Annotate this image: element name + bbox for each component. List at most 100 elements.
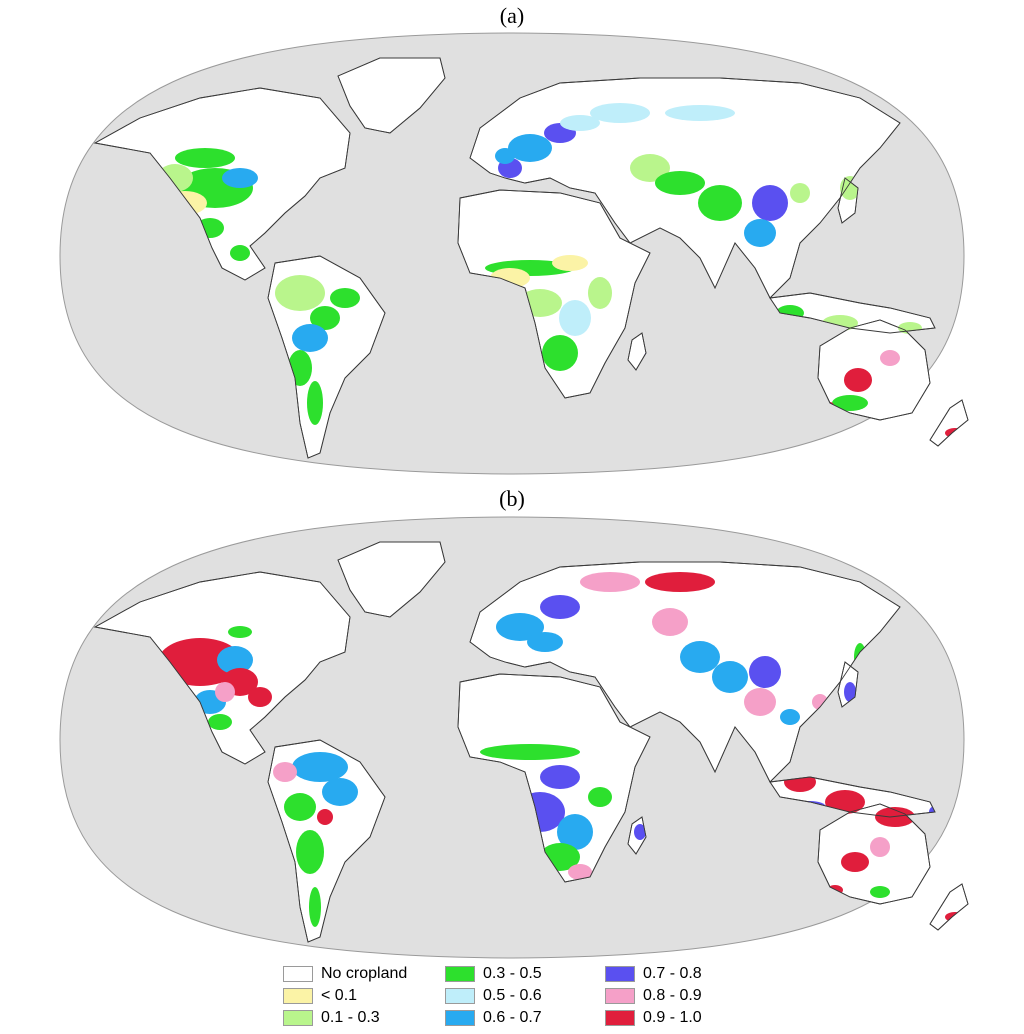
cropland-patch bbox=[309, 887, 321, 927]
panel-b-title: (b) bbox=[499, 486, 525, 511]
legend-label: 0.7 - 0.8 bbox=[643, 965, 702, 982]
cropland-patch bbox=[744, 219, 776, 247]
cropland-patch bbox=[228, 626, 252, 638]
coastline-australia bbox=[817, 319, 931, 421]
cropland-patch bbox=[527, 632, 563, 652]
cropland-patch bbox=[568, 864, 592, 880]
world-map-panel-b bbox=[59, 516, 969, 959]
legend-label: < 0.1 bbox=[321, 987, 358, 1004]
cropland-patch bbox=[634, 824, 646, 840]
cropland-patch bbox=[744, 688, 776, 716]
legend-label: 0.5 - 0.6 bbox=[483, 987, 542, 1004]
legend-item-no-cropland: No cropland bbox=[283, 964, 407, 984]
cropland-patch bbox=[749, 656, 781, 688]
cropland-patch bbox=[496, 613, 544, 641]
cropland-patch bbox=[495, 148, 515, 164]
legend-label: 0.1 - 0.3 bbox=[321, 1009, 380, 1026]
cropland-patch bbox=[790, 183, 810, 203]
legend-swatch bbox=[283, 988, 313, 1004]
cropland-patch bbox=[680, 641, 720, 673]
cropland-patch bbox=[230, 245, 250, 261]
legend-item-0-5-0-6: 0.5 - 0.6 bbox=[445, 986, 542, 1006]
coastline-greenland bbox=[337, 541, 446, 618]
legend-item-0-3-0-5: 0.3 - 0.5 bbox=[445, 964, 542, 984]
coastline-namerica bbox=[93, 571, 351, 765]
legend-label: 0.9 - 1.0 bbox=[643, 1009, 702, 1026]
cropland-patch bbox=[542, 335, 578, 371]
coastline-australia bbox=[817, 803, 931, 905]
legend-swatch bbox=[283, 1010, 313, 1026]
legend-swatch bbox=[605, 988, 635, 1004]
cropland-patch bbox=[540, 595, 580, 619]
cropland-patch bbox=[875, 807, 915, 827]
coastline-japan bbox=[837, 661, 859, 708]
cropland-patch bbox=[588, 787, 612, 807]
coastline-namerica bbox=[93, 87, 351, 281]
panel-a-title: (a) bbox=[499, 3, 525, 28]
cropland-patch bbox=[665, 105, 735, 121]
coastline-nz bbox=[929, 399, 969, 447]
cropland-patch bbox=[645, 572, 715, 592]
legend-item-0-6-0-7: 0.6 - 0.7 bbox=[445, 1008, 542, 1028]
cropland-patch bbox=[655, 171, 705, 195]
coastline-nz bbox=[929, 883, 969, 931]
cropland-patch bbox=[870, 837, 890, 857]
cropland-patch bbox=[208, 714, 232, 730]
cropland-patch bbox=[175, 148, 235, 168]
cropland-patch bbox=[588, 277, 612, 309]
cropland-patch bbox=[275, 275, 325, 311]
cropland-patch bbox=[217, 646, 253, 674]
cropland-patch bbox=[248, 687, 272, 707]
cropland-patch bbox=[712, 661, 748, 693]
cropland-patch bbox=[284, 793, 316, 821]
cropland-patch bbox=[480, 744, 580, 760]
legend-swatch bbox=[445, 988, 475, 1004]
cropland-patch bbox=[832, 395, 868, 411]
coastline-japan bbox=[837, 177, 859, 224]
cropland-patch bbox=[559, 300, 591, 336]
coastline-seasia bbox=[769, 776, 936, 818]
cropland-patch bbox=[322, 778, 358, 806]
legend-item-0-7-0-8: 0.7 - 0.8 bbox=[605, 964, 702, 984]
cropland-patch bbox=[317, 809, 333, 825]
legend-label: 0.6 - 0.7 bbox=[483, 1009, 542, 1026]
cropland-patch bbox=[870, 886, 890, 898]
cropland-patch bbox=[652, 608, 688, 636]
cropland-patch bbox=[838, 334, 882, 362]
coastline-samerica bbox=[267, 739, 386, 943]
cropland-patch bbox=[292, 324, 328, 352]
legend: No cropland < 0.1 0.1 - 0.3 0.3 - 0.5 0.… bbox=[283, 964, 743, 1030]
cropland-patch bbox=[590, 103, 650, 123]
cropland-patch bbox=[630, 154, 670, 182]
cropland-patch bbox=[307, 381, 323, 425]
cropland-patch bbox=[841, 852, 869, 872]
legend-item-0-9-1-0: 0.9 - 1.0 bbox=[605, 1008, 702, 1028]
legend-label: 0.8 - 0.9 bbox=[643, 987, 702, 1004]
cropland-patch bbox=[273, 762, 297, 782]
cropland-patch bbox=[292, 752, 348, 782]
legend-item-0-8-0-9: 0.8 - 0.9 bbox=[605, 986, 702, 1006]
cropland-patch bbox=[580, 572, 640, 592]
legend-label: 0.3 - 0.5 bbox=[483, 965, 542, 982]
legend-label: No cropland bbox=[321, 965, 408, 982]
continent-nz bbox=[929, 883, 969, 931]
legend-item-0-1-0-3: 0.1 - 0.3 bbox=[283, 1008, 380, 1028]
coastline-greenland bbox=[337, 57, 446, 134]
cropland-patch bbox=[215, 682, 235, 702]
cropland-patch bbox=[560, 115, 600, 131]
coastline-africa bbox=[457, 189, 651, 399]
coastline-madagascar bbox=[627, 332, 647, 371]
cropland-patch bbox=[540, 765, 580, 789]
cropland-patch bbox=[296, 830, 324, 874]
legend-swatch bbox=[605, 966, 635, 982]
legend-swatch bbox=[445, 966, 475, 982]
cropland-patch bbox=[880, 350, 900, 366]
cropland-patch bbox=[844, 682, 856, 702]
cropland-patch bbox=[508, 134, 552, 162]
coastline-seasia bbox=[769, 292, 936, 334]
coastline-madagascar bbox=[627, 816, 647, 855]
legend-swatch bbox=[283, 966, 313, 982]
cropland-patch bbox=[844, 368, 872, 392]
cropland-patch bbox=[552, 255, 588, 271]
cropland-patch bbox=[752, 185, 788, 221]
